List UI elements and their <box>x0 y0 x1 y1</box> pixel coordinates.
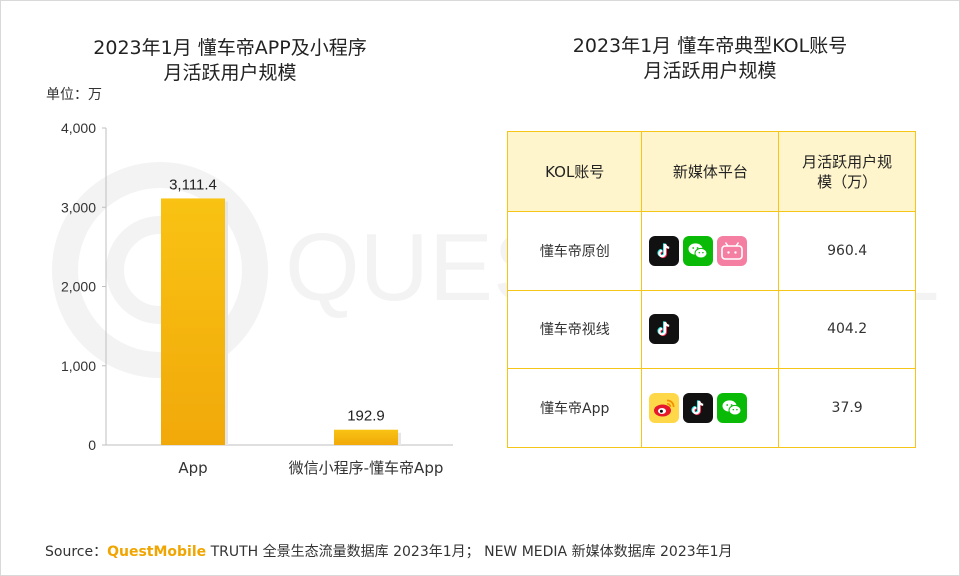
y-tick-label: 1,000 <box>61 358 96 374</box>
x-category-label: 微信小程序-懂车帝App <box>289 459 444 477</box>
kol-account-cell: 懂车帝App <box>506 368 643 448</box>
mau-value: 404.2 <box>827 321 868 338</box>
right-title-line2: 月活跃用户规模 <box>643 60 777 82</box>
y-tick-label: 2,000 <box>61 279 96 295</box>
douyin-icon <box>649 314 680 345</box>
kol-table: KOL账号 新媒体平台 月活跃用户规模（万） 懂车帝原创 960.4 懂车帝视线 40… <box>506 131 916 448</box>
table-header-row: KOL账号 新媒体平台 月活跃用户规模（万） <box>506 131 916 212</box>
kol-account-name: 懂车帝原创 <box>539 243 610 260</box>
left-title-line2: 月活跃用户规模 <box>163 62 297 84</box>
mau-value: 37.9 <box>831 399 863 416</box>
header-mau-text: 月活跃用户规模（万） <box>802 152 893 191</box>
bar <box>334 429 398 445</box>
weibo-icon <box>649 392 680 423</box>
left-chart-title: 2023年1月 懂车帝APP及小程序 月活跃用户规模 <box>40 36 420 86</box>
bar-value-label: 192.9 <box>347 408 385 425</box>
bar <box>161 198 225 445</box>
bar-value-label: 3,111.4 <box>169 176 217 193</box>
source-note: Source：QuestMobile TRUTH 全景生态流量数据库 2023年… <box>45 541 733 561</box>
y-tick-label: 0 <box>88 437 96 453</box>
x-category-label: App <box>178 459 207 477</box>
header-platform: 新媒体平台 <box>641 131 780 212</box>
kol-account-cell: 懂车帝视线 <box>506 289 643 369</box>
kol-account-name: 懂车帝App <box>540 400 610 417</box>
header-account: KOL账号 <box>506 131 643 212</box>
mau-cell: 37.9 <box>778 368 916 448</box>
unit-label: 单位：万 <box>46 87 102 103</box>
y-tick-label: 3,000 <box>61 199 96 215</box>
y-tick-label: 4,000 <box>61 120 96 136</box>
douyin-icon <box>683 392 714 423</box>
platform-icons <box>642 235 778 266</box>
source-prefix: Source： <box>45 544 108 560</box>
platform-cell <box>641 289 780 369</box>
platform-icons <box>642 314 778 345</box>
mau-cell: 404.2 <box>778 289 916 369</box>
table-row: 懂车帝原创 960.4 <box>506 211 916 291</box>
source-brand: QuestMobile <box>107 544 207 560</box>
wechat-icon <box>717 392 748 423</box>
platform-cell <box>641 211 780 291</box>
header-mau: 月活跃用户规模（万） <box>778 131 916 212</box>
mau-value: 960.4 <box>827 242 868 259</box>
right-title-line1: 2023年1月 懂车帝典型KOL账号 <box>572 35 848 57</box>
douyin-icon <box>649 235 680 266</box>
platform-cell <box>641 368 780 448</box>
kol-account-cell: 懂车帝原创 <box>506 211 643 291</box>
kol-account-name: 懂车帝视线 <box>539 322 610 339</box>
table-row: 懂车帝视线 404.2 <box>506 289 916 369</box>
bilibili-icon <box>717 235 748 266</box>
wechat-icon <box>683 235 714 266</box>
source-rest: TRUTH 全景生态流量数据库 2023年1月； NEW MEDIA 新媒体数据… <box>206 544 733 560</box>
left-title-line1: 2023年1月 懂车帝APP及小程序 <box>93 37 367 59</box>
right-table-title: 2023年1月 懂车帝典型KOL账号 月活跃用户规模 <box>500 34 920 84</box>
mau-cell: 960.4 <box>778 211 916 291</box>
platform-icons <box>642 392 778 423</box>
table-row: 懂车帝App 37.9 <box>506 368 916 448</box>
